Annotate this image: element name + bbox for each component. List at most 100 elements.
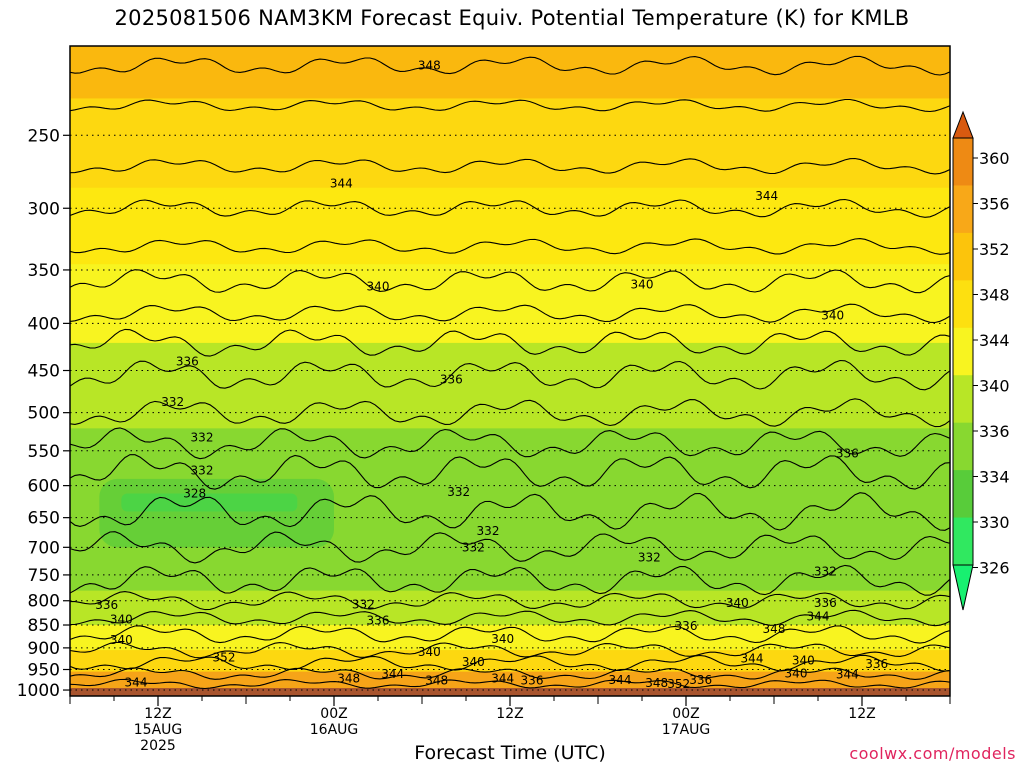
x-tick-label: 17AUG bbox=[662, 722, 711, 738]
y-tick-label: 450 bbox=[28, 362, 60, 382]
contour-line bbox=[70, 198, 950, 218]
contour-line bbox=[70, 427, 950, 460]
contour-label: 340 bbox=[110, 633, 133, 647]
contour-label: 336 bbox=[95, 598, 118, 612]
colorbar-label: 340 bbox=[979, 377, 1010, 396]
contour-line bbox=[70, 654, 950, 672]
contour-line bbox=[70, 328, 950, 357]
contour-line bbox=[70, 531, 950, 564]
y-tick-label: 300 bbox=[28, 199, 60, 219]
contour-line bbox=[70, 609, 950, 627]
credit-text: coolwx.com/models bbox=[849, 744, 1016, 763]
colorbar-segment bbox=[953, 375, 973, 424]
contour-label: 352 bbox=[213, 651, 236, 665]
chart-title: 2025081506 NAM3KM Forecast Equiv. Potent… bbox=[114, 6, 910, 30]
y-tick-label: 550 bbox=[28, 442, 60, 462]
contour-label: 332 bbox=[447, 485, 470, 499]
y-tick-label: 950 bbox=[28, 661, 60, 681]
contour-line bbox=[70, 398, 950, 428]
contour-label: 348 bbox=[337, 672, 360, 686]
contour-label: 332 bbox=[462, 540, 485, 554]
y-tick-label: 800 bbox=[28, 592, 60, 612]
x-tick-label: 2025 bbox=[140, 738, 176, 754]
x-tick-label: 12Z bbox=[848, 706, 875, 722]
colorbar-extend-bottom bbox=[952, 564, 974, 611]
contour-label: 344 bbox=[807, 609, 830, 623]
contour-label: 336 bbox=[521, 674, 544, 688]
contour-label: 340 bbox=[462, 655, 485, 669]
contour-label: 332 bbox=[191, 464, 214, 478]
contour-line bbox=[70, 238, 950, 255]
y-tick-label: 750 bbox=[28, 566, 60, 586]
contour-label: 336 bbox=[440, 372, 463, 386]
contour-label: 348 bbox=[645, 676, 668, 690]
contour-label: 344 bbox=[381, 667, 404, 681]
contour-line bbox=[70, 564, 950, 596]
contour-line bbox=[70, 454, 950, 490]
x-tick-label: 15AUG bbox=[134, 722, 183, 738]
colorbar-segment bbox=[953, 422, 973, 471]
contour-label: 344 bbox=[741, 651, 764, 665]
contour-label: 348 bbox=[961, 640, 984, 654]
colorbar-segment bbox=[953, 327, 973, 376]
contour-label: 340 bbox=[110, 612, 133, 626]
contour-label: 348 bbox=[763, 622, 786, 636]
contour-line bbox=[70, 625, 950, 644]
x-tick-label: 12Z bbox=[496, 706, 523, 722]
contour-line bbox=[70, 492, 950, 531]
contour-line bbox=[70, 269, 950, 294]
x-axis-title: Forecast Time (UTC) bbox=[414, 742, 606, 764]
contour-label: 348 bbox=[418, 59, 441, 73]
contour-line bbox=[70, 98, 950, 113]
y-tick-label: 400 bbox=[28, 314, 60, 334]
contour-line bbox=[70, 303, 950, 324]
contour-label: 332 bbox=[477, 524, 500, 538]
contour-label: 344 bbox=[330, 176, 353, 190]
colorbar-segment bbox=[953, 280, 973, 329]
contour-label: 340 bbox=[821, 308, 844, 322]
colorbar-label: 334 bbox=[979, 468, 1010, 487]
contour-label: 336 bbox=[675, 619, 698, 633]
y-tick-label: 850 bbox=[28, 616, 60, 636]
contour-label: 340 bbox=[792, 654, 815, 668]
colorbar-label: 330 bbox=[979, 513, 1010, 532]
contour-label: 340 bbox=[491, 632, 514, 646]
contour-line bbox=[70, 641, 950, 659]
colorbar-segment bbox=[953, 138, 973, 186]
contour-label: 332 bbox=[191, 430, 214, 444]
contour-label: 328 bbox=[183, 487, 206, 501]
colorbar-label: 360 bbox=[979, 149, 1010, 168]
colorbar-segment bbox=[953, 185, 973, 234]
y-tick-label: 700 bbox=[28, 538, 60, 558]
contour-label: 336 bbox=[367, 613, 390, 627]
x-tick-label: 12Z bbox=[144, 706, 171, 722]
colorbar-label: 356 bbox=[979, 195, 1010, 214]
y-tick-label: 350 bbox=[28, 261, 60, 281]
contour-label: 352 bbox=[667, 677, 690, 691]
colorbar-segment bbox=[953, 517, 973, 566]
contour-label: 348 bbox=[425, 674, 448, 688]
x-tick-label: 00Z bbox=[320, 706, 347, 722]
y-tick-label: 250 bbox=[28, 126, 60, 146]
y-tick-label: 1000 bbox=[17, 681, 60, 701]
contour-label: 344 bbox=[491, 672, 514, 686]
contour-label: 336 bbox=[176, 355, 199, 369]
x-tick-label: 00Z bbox=[672, 706, 699, 722]
contour-label: 340 bbox=[367, 280, 390, 294]
y-tick-label: 500 bbox=[28, 404, 60, 424]
contour-label: 340 bbox=[726, 596, 749, 610]
colorbar-segment bbox=[953, 232, 973, 281]
contour-label: 340 bbox=[785, 667, 808, 681]
contour-label: 332 bbox=[161, 395, 184, 409]
contour-label: 336 bbox=[865, 657, 888, 671]
contour-label: 344 bbox=[125, 675, 148, 689]
contour-line bbox=[70, 678, 950, 690]
contour-label: 336 bbox=[836, 447, 859, 461]
colorbar-label: 352 bbox=[979, 240, 1010, 259]
contour-label: 340 bbox=[418, 645, 441, 659]
contour-label: 344 bbox=[755, 189, 778, 203]
contour-label: 332 bbox=[814, 565, 837, 579]
contour-label: 332 bbox=[638, 550, 661, 564]
contour-line bbox=[70, 55, 950, 76]
